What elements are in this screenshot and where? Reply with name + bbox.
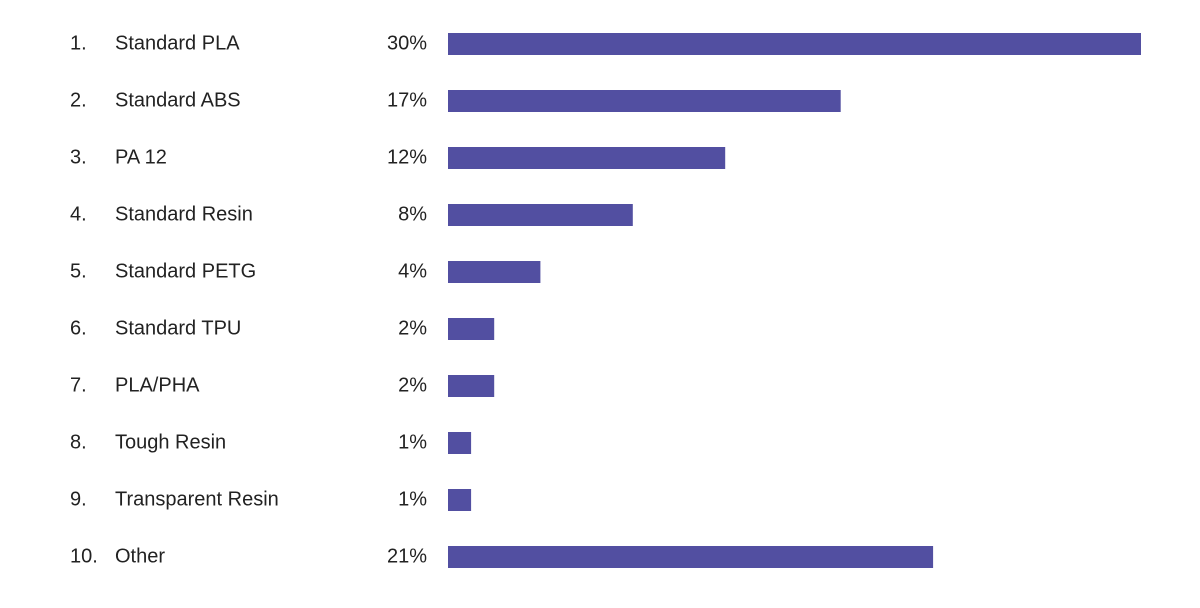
category-label: Standard Resin (115, 203, 253, 225)
bar (448, 318, 495, 340)
bar (448, 261, 541, 283)
rank: 2. (70, 89, 87, 111)
value-label: 4% (398, 260, 427, 282)
bar (448, 546, 934, 568)
value-label: 1% (398, 488, 427, 510)
rank: 7. (70, 374, 87, 396)
rank: 3. (70, 146, 87, 168)
bar (448, 432, 472, 454)
rank: 9. (70, 488, 87, 510)
rank: 6. (70, 317, 87, 339)
category-label: PA 12 (115, 146, 167, 168)
value-label: 2% (398, 374, 427, 396)
value-label: 2% (398, 317, 427, 339)
rank: 1. (70, 32, 87, 54)
category-label: Standard TPU (115, 317, 241, 339)
category-label: Tough Resin (115, 431, 226, 453)
value-label: 1% (398, 431, 427, 453)
bar (448, 147, 726, 169)
rank: 8. (70, 431, 87, 453)
bar (448, 90, 841, 112)
rank: 5. (70, 260, 87, 282)
category-label: Standard PETG (115, 260, 256, 282)
value-label: 8% (398, 203, 427, 225)
rank: 4. (70, 203, 87, 225)
category-label: Standard PLA (115, 32, 240, 54)
value-label: 30% (387, 32, 427, 54)
rank: 10. (70, 545, 98, 567)
bar (448, 375, 495, 397)
category-label: Standard ABS (115, 89, 241, 111)
bar (448, 489, 472, 511)
category-label: PLA/PHA (115, 374, 200, 396)
value-label: 21% (387, 545, 427, 567)
value-label: 12% (387, 146, 427, 168)
category-label: Other (115, 545, 165, 567)
value-label: 17% (387, 89, 427, 111)
bar (448, 204, 633, 226)
category-label: Transparent Resin (115, 488, 279, 510)
bar (448, 33, 1141, 55)
